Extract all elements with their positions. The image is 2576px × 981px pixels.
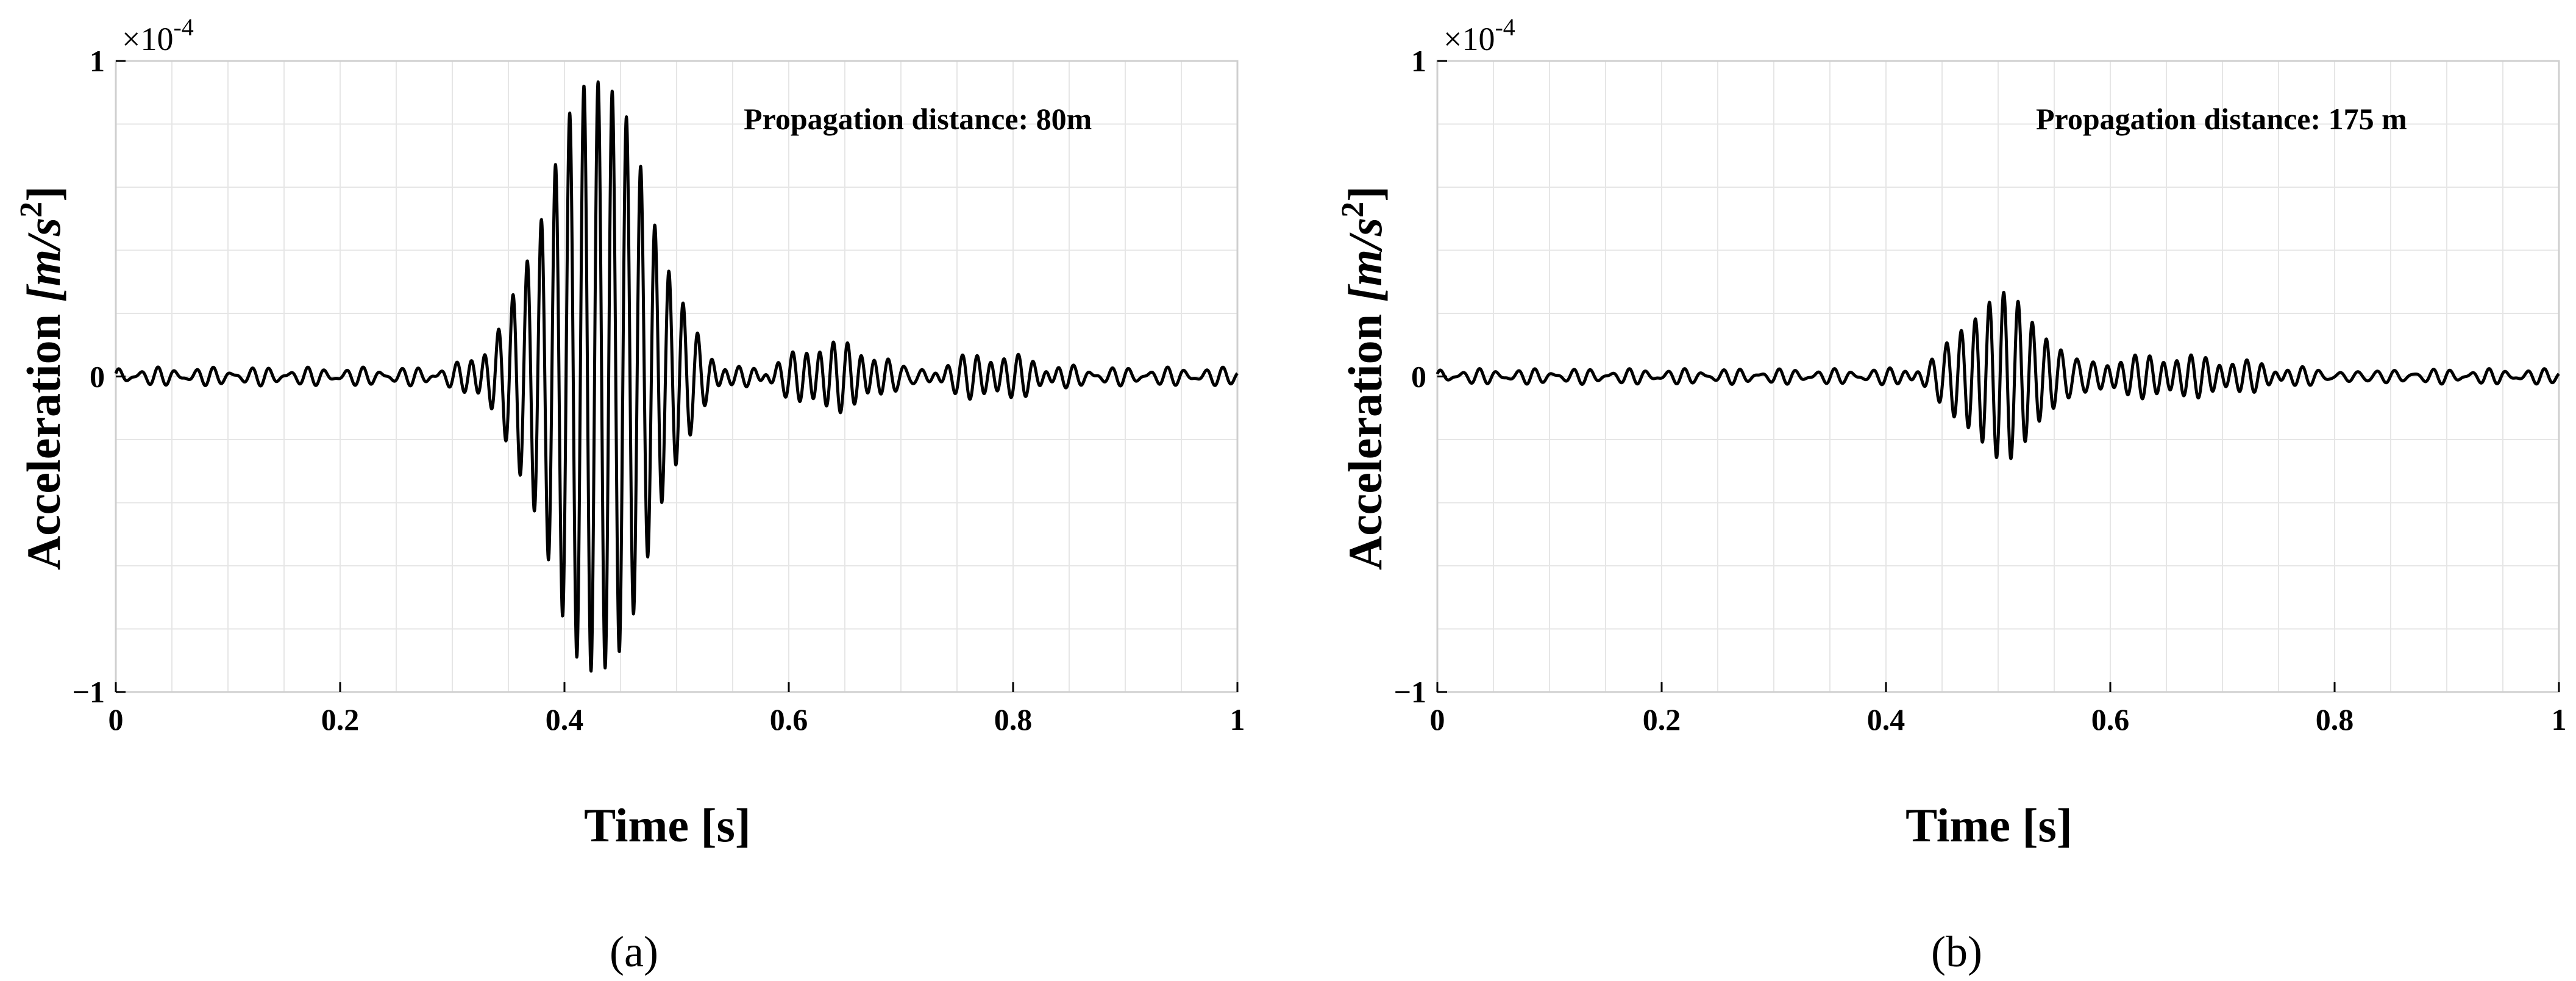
panel-b-grid: [1437, 61, 2559, 692]
panel-a-x-tick-label: 0.4: [546, 702, 584, 737]
panel-a-x-ticks: 0 0.2 0.4 0.6 0.8 1: [109, 682, 1245, 737]
panel-a-y-tick-label: 0: [90, 360, 105, 394]
panel-a-x-tick-label: 0.8: [994, 702, 1033, 737]
panel-b-x-ticks: 0 0.2 0.4 0.6 0.8 1: [1430, 682, 2567, 737]
panel-a-x-tick-label: 1: [1230, 702, 1245, 737]
panel-a-y-tick-label: −1: [73, 675, 105, 709]
panel-b-x-axis-label: Time [s]: [1905, 799, 2073, 852]
panel-a: 0 0.2 0.4 0.6 0.8 1 −101 ×10-4 Propagation di…: [14, 13, 1245, 976]
panel-b-y-tick-label: 0: [1411, 360, 1426, 394]
panel-b: 0 0.2 0.4 0.6 0.8 1 −101 ×10-4 Propagation di…: [1336, 13, 2567, 976]
panel-b-x-tick-label: 0.2: [1643, 702, 1681, 737]
panel-a-x-tick-label: 0.6: [770, 702, 808, 737]
panel-a-caption: (a): [610, 927, 658, 976]
panel-b-signal-line: [1436, 290, 2561, 460]
panel-a-x-tick-label: 0: [109, 702, 124, 737]
panel-b-x-tick-label: 0.4: [1867, 702, 1905, 737]
panel-a-x-tick-label: 0.2: [321, 702, 360, 737]
panel-b-x-tick-label: 0.6: [2091, 702, 2130, 737]
panel-a-y-tick-label: 1: [90, 44, 105, 78]
panel-b-y-ticks: −1 0 1: [1394, 44, 1447, 709]
panel-a-exponent: ×10-4: [122, 13, 194, 57]
panel-a-annotation: Propagation distance: 80m: [744, 102, 1092, 136]
panel-b-x-tick-label: 1: [2552, 702, 2567, 737]
panel-b-annotation: Propagation distance: 175 m: [2036, 102, 2407, 136]
panel-a-y-axis-label: Acceleration [m/s2]: [14, 186, 70, 570]
panel-b-y-tick-label: −1: [1394, 675, 1427, 709]
panel-b-exponent: ×10-4: [1443, 13, 1515, 57]
panel-a-y-ticks: −1 0 1: [73, 44, 126, 709]
panel-b-x-tick-label: 0: [1430, 702, 1445, 737]
panel-a-signal-line: [114, 80, 1239, 673]
panel-b-caption: (b): [1931, 927, 1982, 976]
panel-b-x-tick-label: 0.8: [2316, 702, 2354, 737]
panel-a-x-axis-label: Time [s]: [584, 799, 751, 852]
panel-b-y-axis-label: Acceleration [m/s2]: [1336, 186, 1392, 570]
panel-b-y-tick-label: 1: [1411, 44, 1426, 78]
